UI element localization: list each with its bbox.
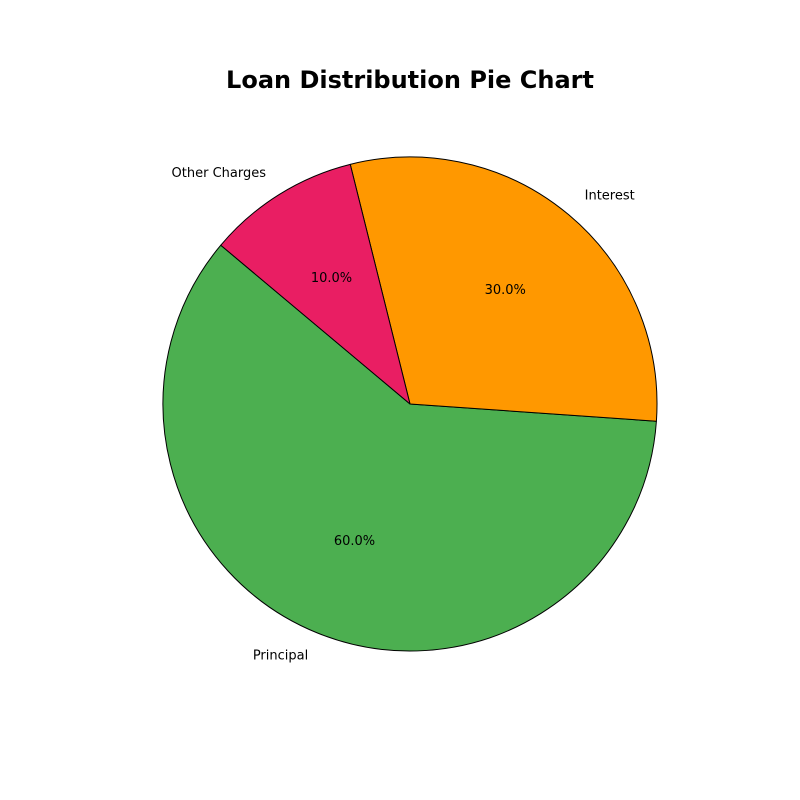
pie-slice-other-charges — [220, 163, 411, 405]
slice-label-principal: Principal — [253, 648, 308, 663]
slice-label-other-charges: Other Charges — [172, 166, 267, 181]
percent-label-principal: 60.0% — [334, 534, 375, 549]
pie-labels: Principal 60.0% Interest 30.0% Other Charges… — [172, 166, 635, 663]
pie-slices — [162, 156, 658, 652]
pie-slice-principal — [162, 244, 657, 652]
slice-label-interest: Interest — [585, 188, 635, 203]
percent-label-interest: 30.0% — [485, 283, 526, 298]
pie-slice-interest — [349, 156, 658, 422]
percent-label-other-charges: 10.0% — [311, 271, 352, 286]
chart-title: Loan Distribution Pie Chart — [226, 66, 594, 94]
